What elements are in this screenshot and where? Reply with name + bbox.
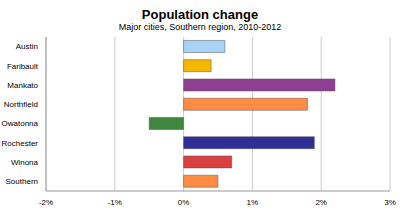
svg-text:1%: 1%: [247, 198, 259, 207]
svg-text:-1%: -1%: [108, 198, 122, 207]
svg-text:3%: 3%: [384, 198, 392, 207]
svg-text:Faribault: Faribault: [8, 62, 39, 71]
svg-text:Winona: Winona: [11, 158, 39, 167]
svg-text:Southern: Southern: [8, 177, 38, 186]
svg-text:Austin: Austin: [16, 42, 38, 51]
svg-text:Mankato: Mankato: [8, 81, 39, 90]
svg-text:Rochester: Rochester: [8, 139, 38, 148]
html-text:Population change: Population change: [141, 7, 259, 22]
svg-text:-2%: -2%: [39, 198, 53, 207]
svg-text:Owatonna: Owatonna: [8, 119, 39, 128]
svg-text:2%: 2%: [315, 198, 327, 207]
html-text:Major cities, Southern region,: Major cities, Southern region, 2010-2012: [118, 22, 282, 32]
svg-text:Northfield: Northfield: [8, 100, 38, 109]
svg-text:0%: 0%: [178, 198, 190, 207]
